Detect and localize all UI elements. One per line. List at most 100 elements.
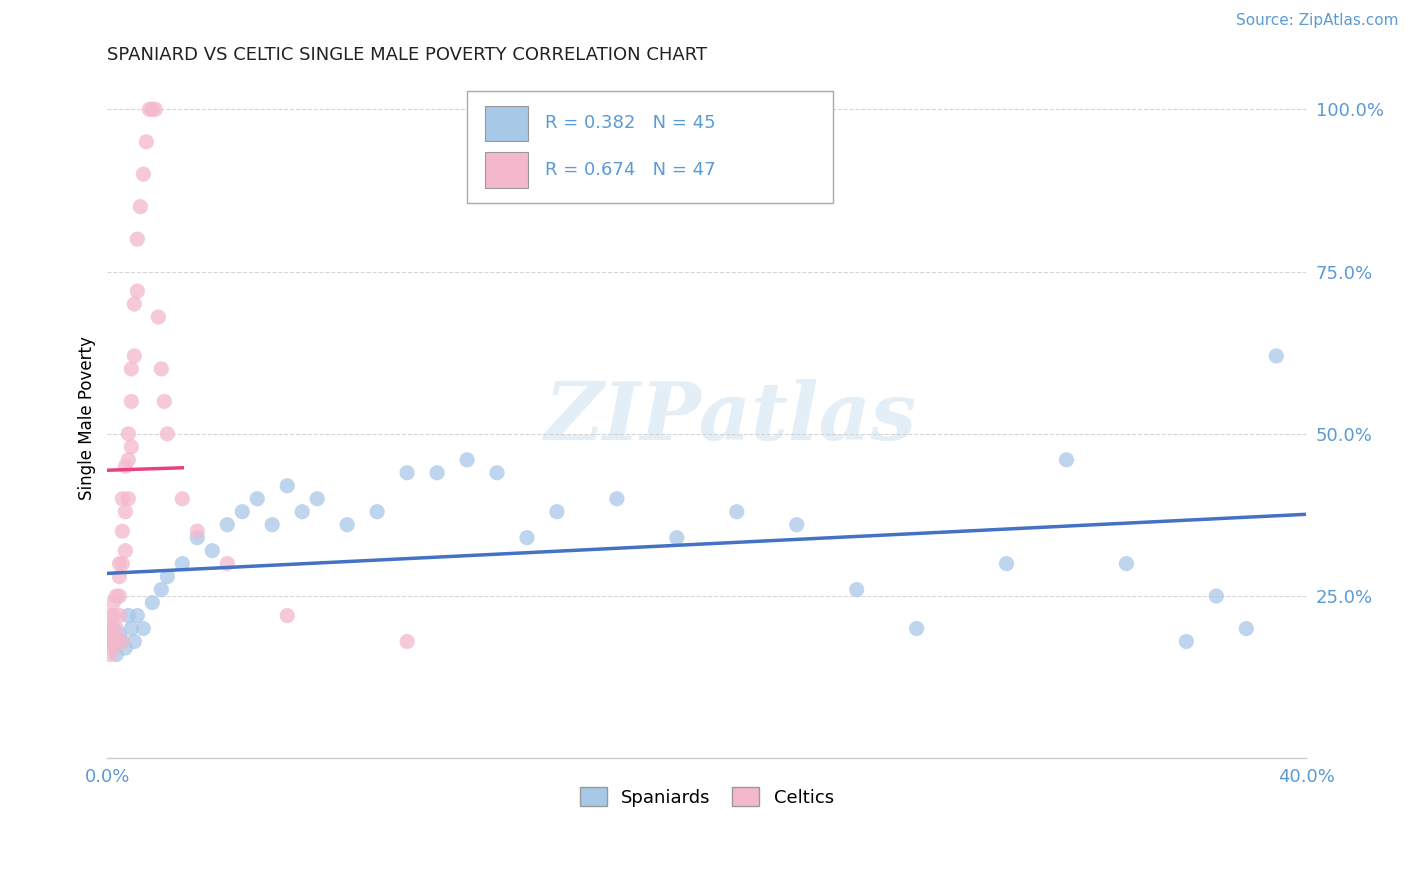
Point <box>114 640 136 655</box>
Point <box>150 582 173 597</box>
Point <box>114 459 136 474</box>
Point <box>117 452 139 467</box>
Point <box>135 135 157 149</box>
Point <box>120 394 142 409</box>
Point <box>127 232 149 246</box>
Point <box>117 608 139 623</box>
Point <box>156 569 179 583</box>
Text: R = 0.674   N = 47: R = 0.674 N = 47 <box>546 161 716 179</box>
Point <box>111 634 134 648</box>
Y-axis label: Single Male Poverty: Single Male Poverty <box>79 335 96 500</box>
Point <box>103 596 125 610</box>
FancyBboxPatch shape <box>467 90 832 203</box>
Point <box>100 634 122 648</box>
Point <box>108 589 131 603</box>
Point <box>105 634 128 648</box>
Legend: Spaniards, Celtics: Spaniards, Celtics <box>572 780 841 814</box>
Point <box>186 524 208 539</box>
Text: Source: ZipAtlas.com: Source: ZipAtlas.com <box>1236 13 1399 29</box>
Point <box>103 640 125 655</box>
Point <box>105 589 128 603</box>
Point <box>129 200 152 214</box>
FancyBboxPatch shape <box>485 106 529 141</box>
Point <box>276 608 298 623</box>
Point <box>995 557 1018 571</box>
Point <box>1265 349 1288 363</box>
Text: ZIPatlas: ZIPatlas <box>544 379 917 457</box>
Point <box>665 531 688 545</box>
Point <box>114 505 136 519</box>
Point <box>132 167 155 181</box>
Point <box>100 648 122 662</box>
Point <box>143 103 166 117</box>
Point <box>124 349 146 363</box>
Point <box>485 466 508 480</box>
Point <box>606 491 628 506</box>
Point <box>217 557 239 571</box>
Point <box>456 452 478 467</box>
Point <box>108 557 131 571</box>
Point <box>120 440 142 454</box>
Point <box>905 622 928 636</box>
Point <box>108 569 131 583</box>
Point <box>396 634 419 648</box>
Point <box>105 648 128 662</box>
Point <box>1115 557 1137 571</box>
Text: R = 0.382   N = 45: R = 0.382 N = 45 <box>546 114 716 133</box>
Point <box>120 622 142 636</box>
Point <box>111 634 134 648</box>
Point <box>153 394 176 409</box>
Point <box>172 491 194 506</box>
Point <box>845 582 868 597</box>
Point <box>246 491 269 506</box>
Point <box>138 103 160 117</box>
Point <box>100 608 122 623</box>
Point <box>307 491 329 506</box>
Point <box>124 634 146 648</box>
Point <box>156 426 179 441</box>
Point <box>201 543 224 558</box>
Point <box>141 103 163 117</box>
Point <box>117 491 139 506</box>
Point <box>336 517 359 532</box>
Point <box>1175 634 1198 648</box>
Point <box>114 543 136 558</box>
Point <box>786 517 808 532</box>
Point <box>1056 452 1078 467</box>
Point <box>291 505 314 519</box>
Point <box>150 362 173 376</box>
Point <box>231 505 253 519</box>
Point <box>111 557 134 571</box>
Point <box>111 491 134 506</box>
Point <box>725 505 748 519</box>
Point <box>426 466 449 480</box>
Point <box>105 622 128 636</box>
Point <box>108 628 131 642</box>
Point <box>546 505 568 519</box>
Point <box>103 622 125 636</box>
Point <box>262 517 284 532</box>
Point <box>108 608 131 623</box>
Point <box>1234 622 1257 636</box>
Point <box>100 622 122 636</box>
Point <box>127 284 149 298</box>
Point <box>396 466 419 480</box>
Text: SPANIARD VS CELTIC SINGLE MALE POVERTY CORRELATION CHART: SPANIARD VS CELTIC SINGLE MALE POVERTY C… <box>107 46 707 64</box>
FancyBboxPatch shape <box>485 153 529 187</box>
Point <box>516 531 538 545</box>
Point <box>276 479 298 493</box>
Point <box>148 310 170 324</box>
Point <box>117 426 139 441</box>
Point <box>186 531 208 545</box>
Point <box>103 608 125 623</box>
Point <box>217 517 239 532</box>
Point <box>141 596 163 610</box>
Point <box>366 505 388 519</box>
Point <box>127 608 149 623</box>
Point <box>120 362 142 376</box>
Point <box>100 634 122 648</box>
Point <box>103 628 125 642</box>
Point <box>111 524 134 539</box>
Point <box>172 557 194 571</box>
Point <box>124 297 146 311</box>
